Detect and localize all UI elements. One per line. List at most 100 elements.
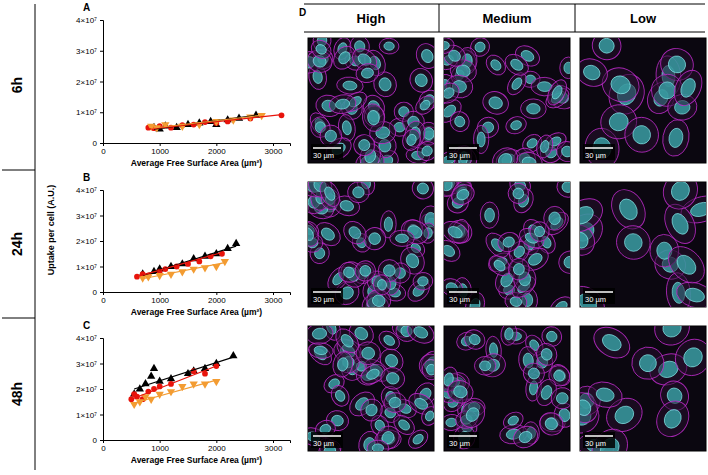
cell-membrane [505, 182, 531, 206]
plot-marks [134, 239, 240, 283]
cell-membrane [628, 344, 667, 383]
data-point [221, 259, 229, 266]
scale-bar-label: 30 µm [313, 439, 334, 448]
row-label: 24h [9, 232, 25, 256]
nucleus [509, 57, 525, 73]
scale-bar-label: 30 µm [313, 151, 334, 160]
cell-membrane [506, 256, 531, 282]
scale-bar-label: 30 µm [585, 295, 606, 304]
chart-panel: 01×10⁷2×10⁷3×10⁷4×10⁷0100020003000Averag… [76, 320, 290, 465]
scale-bar [313, 147, 341, 149]
scale-bar [585, 147, 613, 149]
nucleus [564, 62, 570, 73]
nucleus [667, 127, 684, 148]
cell-membrane [534, 133, 555, 160]
cell-membrane [346, 182, 370, 204]
tick-label: 3000 [265, 147, 283, 156]
data-point [156, 273, 164, 280]
cell-membrane [500, 326, 519, 346]
x-axis-title: Average Free Surface Area (µm²) [131, 307, 263, 317]
nucleus [455, 187, 470, 201]
tick: 0 [101, 440, 106, 453]
tick-mark [160, 440, 161, 443]
fit-line [134, 357, 233, 389]
micrograph-texture [308, 38, 434, 163]
tick-label: 1000 [151, 147, 169, 156]
micrograph-texture [308, 182, 434, 307]
cell-membrane [660, 118, 692, 159]
nucleus [341, 120, 352, 135]
cell-membrane [379, 38, 400, 55]
axis-line [104, 144, 291, 147]
tick-mark [100, 389, 103, 390]
nucleus [621, 230, 646, 255]
separator [575, 4, 576, 32]
nucleus [487, 95, 504, 111]
figure: 6h24h48h01×10⁷2×10⁷3×10⁷4×10⁷01000200030… [0, 0, 708, 475]
cell-membrane [354, 61, 381, 84]
tick: 2×10⁷ [76, 385, 103, 394]
cell-membrane [553, 138, 570, 163]
scale-bar [449, 147, 477, 149]
nucleus [413, 72, 429, 89]
tick-label: 0 [101, 444, 106, 453]
nucleus [638, 353, 659, 374]
tick: 0 [101, 143, 106, 156]
nucleus [616, 196, 641, 223]
cell-membrane [555, 247, 570, 278]
nucleus [371, 294, 385, 307]
fit-line [151, 115, 261, 128]
cell-membrane [510, 422, 541, 451]
micrograph-texture [580, 38, 706, 163]
nucleus [479, 361, 490, 371]
nucleus [631, 124, 652, 146]
nucleus [680, 344, 706, 370]
tick-mark [100, 241, 103, 242]
tick: 2×10⁷ [76, 237, 103, 246]
micrograph-texture [308, 326, 434, 451]
micrograph: 30 µm [299, 312, 448, 467]
row-label: 6h [9, 77, 25, 93]
nucleus [385, 371, 400, 385]
cell-membrane [528, 220, 551, 244]
cell-membrane [544, 77, 570, 108]
scale-bar [449, 291, 477, 293]
nucleus [367, 231, 382, 246]
nucleus [339, 332, 356, 349]
tick: 3×10⁷ [76, 212, 103, 221]
nucleus [496, 151, 514, 163]
nucleus [395, 234, 408, 243]
scale-bar [585, 291, 613, 293]
micrograph: 30 µm [433, 170, 585, 321]
tick-label: 3000 [265, 444, 283, 453]
separator [2, 318, 35, 319]
tick: 1000 [151, 440, 169, 453]
nucleus [444, 41, 450, 51]
tick-label: 1×10⁷ [76, 411, 97, 420]
cell-membrane [488, 143, 523, 163]
tick: 1000 [151, 292, 169, 305]
cell-membrane [412, 92, 434, 118]
scale-bar-ground [583, 432, 615, 448]
tick-mark [100, 20, 103, 21]
nucleus [347, 224, 364, 241]
nucleus [358, 263, 373, 278]
scale-bar-ground [583, 288, 615, 304]
cell-membrane [550, 386, 570, 410]
cell-membrane [405, 426, 432, 451]
cell-membrane [308, 218, 322, 250]
tick-mark [160, 143, 161, 146]
tick-mark [273, 143, 274, 146]
micrograph-texture [444, 182, 570, 307]
tick-mark [100, 440, 103, 441]
tick: 2000 [208, 440, 226, 453]
fit-line [148, 115, 281, 129]
nucleus [405, 133, 417, 147]
nucleus [509, 119, 522, 131]
nucleus [549, 212, 561, 225]
nucleus [464, 405, 482, 423]
separator [304, 4, 705, 5]
nucleus [336, 357, 349, 372]
cell-membrane [474, 356, 495, 375]
micrograph: 30 µm [430, 34, 581, 177]
